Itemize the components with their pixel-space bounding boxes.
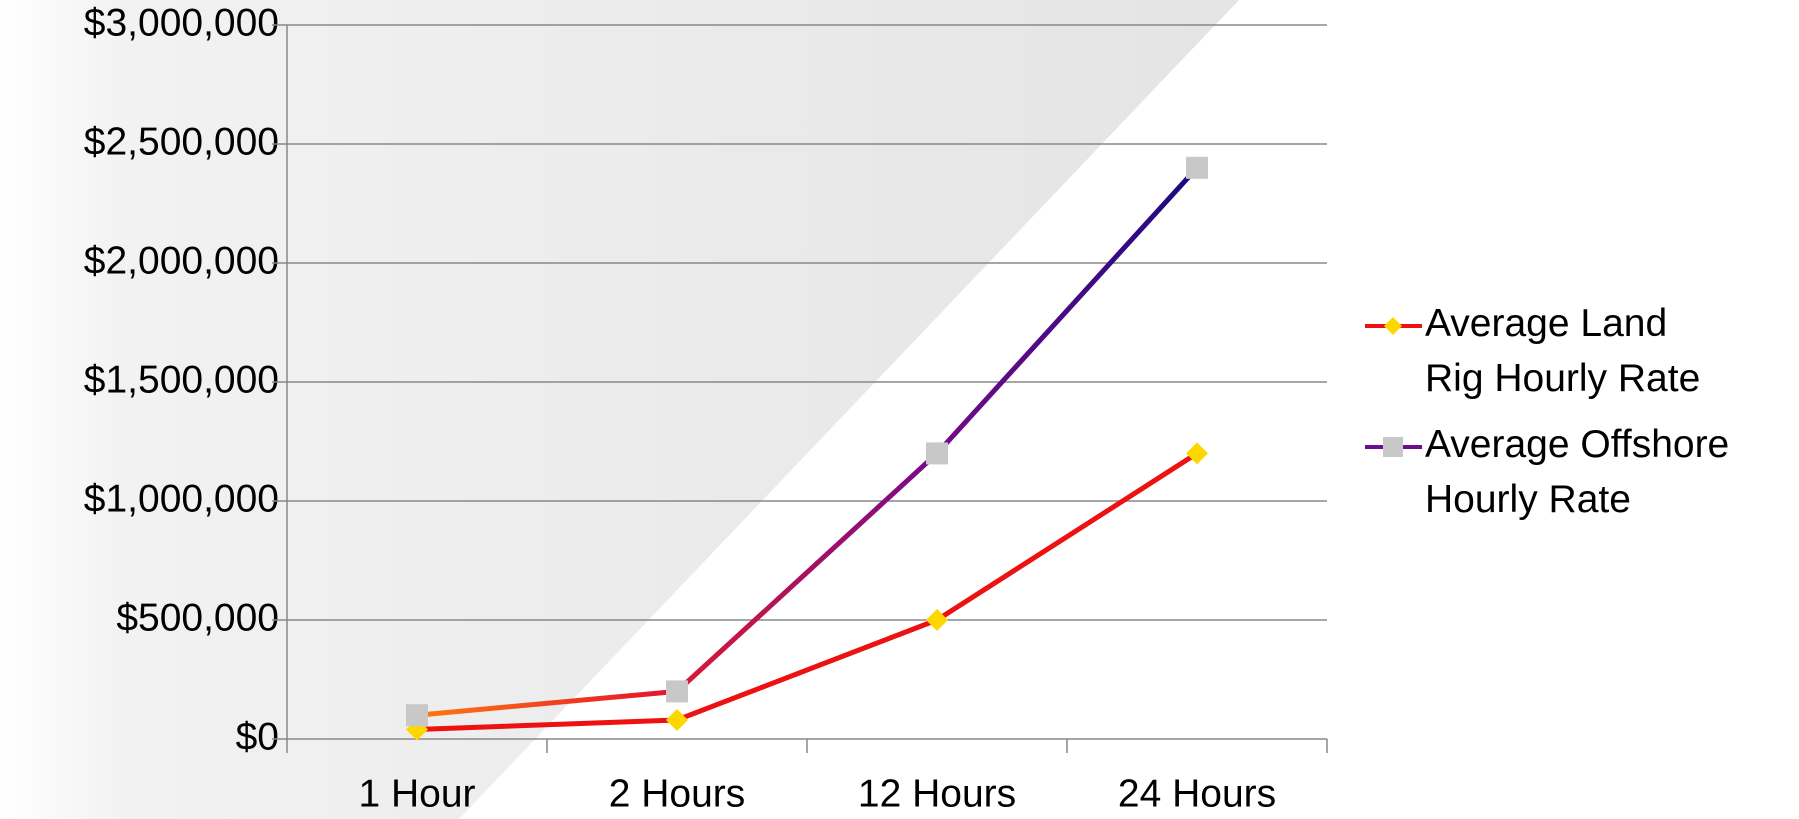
background-wedge <box>0 0 1239 819</box>
marker <box>666 708 688 731</box>
x-tick-label: 2 Hours <box>609 772 746 815</box>
legend-label: Average Offshore Hourly Rate <box>1425 423 1729 521</box>
legend-marker <box>1383 437 1403 457</box>
marker <box>1186 442 1208 465</box>
y-tick-label: $2,000,000 <box>84 239 279 282</box>
legend-marker <box>1384 317 1402 335</box>
x-tick-label: 1 Hour <box>358 772 475 815</box>
y-tick-label: $0 <box>236 715 279 758</box>
marker <box>926 609 948 631</box>
marker <box>406 704 428 727</box>
y-tick-label: $1,000,000 <box>84 477 279 520</box>
y-tick-label: $2,500,000 <box>84 120 279 163</box>
legend-label: Average Land Rig Hourly Rate <box>1425 302 1700 400</box>
marker <box>1186 156 1208 179</box>
x-tick-label: 12 Hours <box>858 772 1016 815</box>
y-tick-label: $1,500,000 <box>84 358 279 401</box>
x-tick-label: 24 Hours <box>1118 772 1276 815</box>
y-tick-label: $500,000 <box>116 596 279 639</box>
y-tick-label: $3,000,000 <box>84 1 279 44</box>
series-line <box>416 451 1199 732</box>
series-line <box>416 166 1199 718</box>
marker <box>926 442 948 465</box>
marker <box>666 680 688 703</box>
